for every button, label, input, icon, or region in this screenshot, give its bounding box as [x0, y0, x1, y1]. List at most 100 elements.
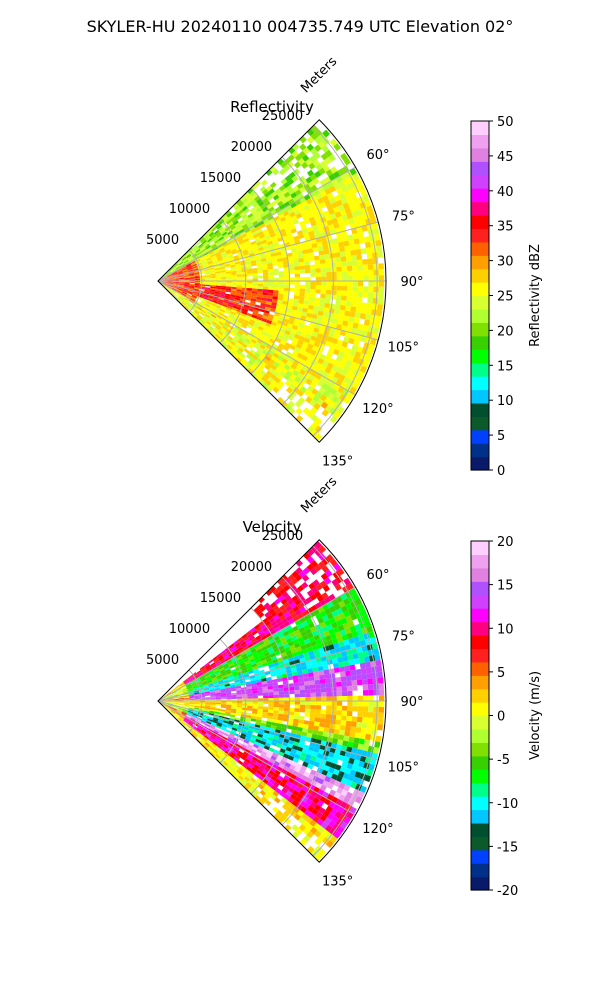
- field-cell: [173, 702, 179, 704]
- field-cell: [180, 714, 185, 719]
- field-cell: [170, 268, 176, 272]
- field-cell: [325, 267, 332, 273]
- field-cell: [303, 194, 311, 201]
- field-cell: [274, 797, 281, 804]
- field-cell: [189, 702, 195, 704]
- field-cell: [183, 693, 189, 696]
- field-cell: [216, 676, 223, 680]
- field-cell: [277, 364, 284, 371]
- field-cell: [259, 223, 266, 229]
- field-cell: [234, 719, 240, 723]
- field-cell: [257, 209, 264, 216]
- field-cell: [302, 307, 309, 313]
- field-cell: [298, 595, 306, 603]
- field-cell: [337, 319, 344, 326]
- field-cell: [183, 276, 190, 278]
- field-cell: [188, 692, 195, 695]
- field-cell: [256, 264, 263, 268]
- field-cell: [266, 256, 272, 261]
- field-cell: [182, 709, 189, 712]
- field-cell: [243, 319, 250, 325]
- field-cell: [252, 653, 259, 659]
- field-cell: [329, 253, 336, 259]
- field-cell: [175, 712, 181, 716]
- field-cell: [247, 233, 253, 238]
- field-cell: [251, 230, 258, 236]
- field-cell: [263, 793, 271, 800]
- field-cell: [233, 723, 239, 728]
- field-cell: [201, 260, 208, 265]
- field-cell: [320, 683, 326, 689]
- colorbar-segment: [471, 755, 489, 770]
- field-cell: [222, 340, 229, 347]
- field-cell: [303, 371, 311, 379]
- field-cell: [178, 277, 185, 279]
- field-cell: [295, 415, 304, 423]
- field-cell: [318, 647, 325, 654]
- field-cell: [261, 376, 268, 383]
- field-cell: [354, 641, 362, 648]
- field-cell: [199, 707, 205, 710]
- field-cell: [318, 833, 326, 842]
- field-cell: [249, 255, 256, 259]
- field-cell: [260, 352, 267, 359]
- field-cell: [184, 298, 189, 302]
- field-cell: [371, 723, 378, 730]
- field-cell: [320, 293, 326, 299]
- field-cell: [305, 198, 313, 205]
- field-cell: [256, 328, 263, 334]
- field-cell: [292, 359, 300, 367]
- field-cell: [220, 747, 227, 753]
- field-cell: [296, 250, 303, 256]
- field-cell: [336, 266, 342, 272]
- field-cell: [197, 295, 203, 298]
- field-cell: [328, 197, 336, 204]
- field-cell: [356, 254, 363, 261]
- field-cell: [173, 697, 179, 699]
- field-cell: [376, 309, 383, 317]
- field-cell: [228, 242, 234, 248]
- field-cell: [215, 673, 222, 677]
- field-cell: [298, 719, 305, 725]
- field-cell: [236, 703, 243, 706]
- field-cell: [322, 664, 329, 671]
- field-cell: [244, 338, 251, 344]
- field-cell: [253, 248, 259, 253]
- field-cell: [310, 335, 317, 342]
- field-cell: [302, 407, 311, 415]
- field-cell: [255, 215, 262, 221]
- field-cell: [348, 637, 355, 645]
- field-cell: [167, 274, 173, 278]
- field-cell: [257, 288, 263, 292]
- field-cell: [345, 670, 352, 677]
- field-cell: [267, 635, 274, 641]
- field-cell: [211, 245, 218, 250]
- field-cell: [194, 275, 200, 278]
- field-cell: [178, 704, 184, 706]
- field-cell: [249, 303, 256, 307]
- field-cell: [355, 668, 362, 675]
- field-cell: [304, 712, 311, 717]
- field-cell: [259, 333, 266, 339]
- field-cell: [172, 272, 178, 275]
- field-cell: [345, 305, 352, 312]
- field-cell: [244, 721, 251, 726]
- field-cell: [331, 337, 339, 345]
- field-cell: [259, 632, 266, 638]
- field-cell: [168, 698, 174, 700]
- field-cell: [289, 631, 296, 638]
- field-cell: [251, 663, 258, 668]
- field-cell: [349, 311, 356, 318]
- field-cell: [292, 605, 300, 613]
- field-cell: [293, 682, 300, 687]
- colorbar-segment: [471, 608, 489, 623]
- field-cell: [272, 194, 280, 201]
- field-cell: [166, 691, 171, 695]
- field-cell: [315, 268, 321, 273]
- field-cell: [244, 258, 251, 263]
- field-cell: [266, 361, 273, 368]
- field-cell: [262, 706, 269, 710]
- field-cell: [204, 289, 210, 292]
- field-cell: [319, 364, 327, 372]
- field-cell: [321, 592, 329, 600]
